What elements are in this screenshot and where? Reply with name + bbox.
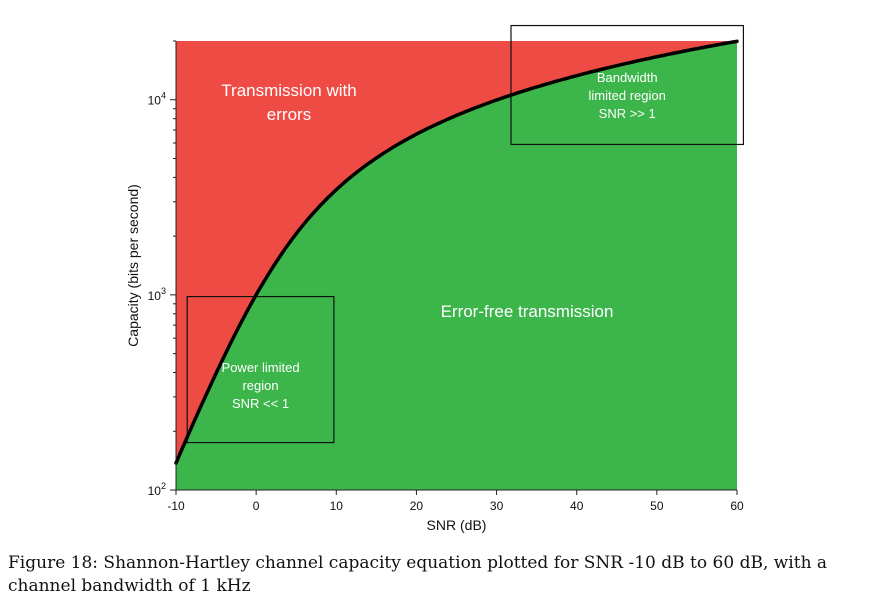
x-tick-label: 0: [253, 499, 260, 513]
y-tick-label: 104: [148, 91, 166, 108]
bandwidth-limited-label: limited region: [589, 88, 666, 103]
y-axis-label: Capacity (bits per second): [125, 184, 141, 347]
x-axis-label: SNR (dB): [427, 517, 487, 533]
power-limited-box: [186, 295, 335, 444]
power-limited-label: SNR << 1: [232, 396, 289, 411]
error-free-region: [176, 41, 737, 491]
caption-line-2: channel bandwidth of 1 kHz: [8, 576, 251, 596]
power-limited-label: region: [242, 378, 278, 393]
x-tick-label: 10: [330, 499, 344, 513]
bandwidth-limited-label: SNR >> 1: [599, 106, 656, 121]
axes: -10 0 10 20 30 40 50 60 102 103 104: [148, 40, 744, 513]
error-region-label: Transmission with: [221, 81, 356, 100]
power-limited-label: Power limited: [222, 360, 300, 375]
bandwidth-limited-label: Bandwidth: [597, 70, 658, 85]
error-free-label: Error-free transmission: [441, 302, 614, 321]
caption-line-1: Figure 18: Shannon-Hartley channel capac…: [8, 553, 828, 573]
figure-caption: Figure 18: Shannon-Hartley channel capac…: [8, 552, 870, 598]
x-tick-label: -10: [167, 499, 185, 513]
x-tick-label: 60: [730, 499, 744, 513]
y-tick-label: 102: [148, 481, 166, 498]
x-tick-label: 30: [490, 499, 504, 513]
capacity-chart: Transmission with errors Error-free transm…: [125, 24, 745, 533]
x-tick-label: 20: [410, 499, 424, 513]
x-tick-label: 40: [570, 499, 584, 513]
y-tick-label: 103: [148, 286, 166, 303]
capacity-curve: [174, 39, 739, 465]
x-tick-label: 50: [650, 499, 664, 513]
error-region-label: errors: [267, 105, 311, 124]
bandwidth-limited-box: [510, 24, 745, 146]
